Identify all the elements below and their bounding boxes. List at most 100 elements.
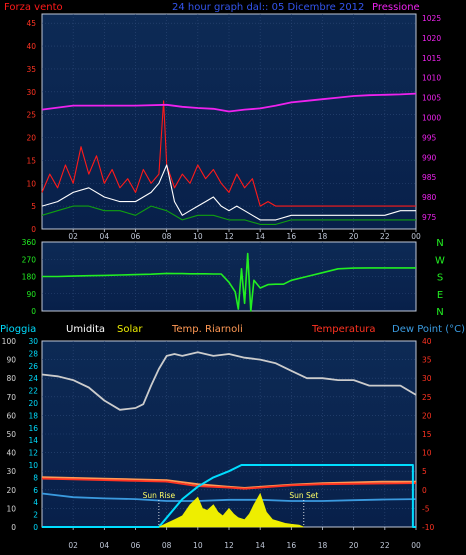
temperature-tick: -5: [422, 504, 430, 513]
x-tick-label: 18: [318, 541, 328, 550]
wind-speed-tick: 35: [26, 65, 36, 74]
wind-direction-grid: [42, 242, 416, 311]
humidity-tick: 30: [6, 467, 16, 476]
pressure-tick: 990: [422, 153, 437, 162]
rain-tick: 0: [33, 523, 38, 532]
rain-tick: 6: [33, 486, 38, 495]
wind-pressure-panel: [41, 13, 417, 230]
rain-tick: 26: [28, 362, 38, 371]
direction-tick: 360: [22, 238, 37, 247]
x-tick-label: 06: [131, 541, 141, 550]
rain-tick: 16: [28, 424, 38, 433]
series-line-0: [41, 100, 416, 207]
humidity-tick: 40: [6, 449, 16, 458]
wind-direction-series: [42, 252, 416, 312]
temperature-tick: 10: [422, 449, 432, 458]
x-tick-label: 22: [380, 541, 390, 550]
pressure-tick: 980: [422, 193, 437, 202]
wind-speed-tick: 45: [26, 19, 36, 28]
direction-tick: 180: [22, 273, 37, 282]
climate-time-axis: 02 04 06 08 10 12 14 16 18 20 22 00: [68, 527, 421, 550]
humidity-axis: 0 10 20 30 40 50 60 70 80 90 100: [2, 337, 17, 532]
wind-speed-tick: 10: [26, 179, 36, 188]
climate-series: [41, 351, 417, 528]
direction-tick: 270: [22, 255, 37, 264]
wind-pressure-series: [41, 92, 417, 225]
humidity-tick: 80: [6, 374, 16, 383]
rain-tick: 4: [33, 498, 38, 507]
compass-label: E: [437, 290, 443, 301]
sun-set-label: Sun Set: [289, 491, 318, 500]
legend-label: Temp. Riarnoli: [171, 324, 243, 335]
direction-tick: 0: [31, 307, 36, 316]
pressure-axis: 975 980 985 990 995 1000 1005 1010 1015 1020 1025: [422, 14, 441, 222]
pressure-tick: 1025: [422, 14, 441, 23]
pressure-tick: 985: [422, 173, 437, 182]
humidity-tick: 20: [6, 486, 16, 495]
compass-label: S: [437, 273, 443, 284]
x-tick-label: 18: [318, 232, 328, 241]
pressure-tick: 1015: [422, 54, 441, 63]
x-tick-label: 14: [255, 232, 265, 241]
sun-rise-label: Sun Rise: [143, 491, 176, 500]
pressure-tick: 1020: [422, 34, 441, 43]
pressure-tick: 1005: [422, 94, 441, 103]
x-tick-label: 02: [68, 541, 78, 550]
rain-tick: 30: [28, 337, 38, 346]
series-line-2: [41, 477, 417, 490]
wind-speed-tick: 0: [31, 225, 36, 234]
compass-label: W: [435, 255, 445, 266]
rain-tick: 24: [28, 374, 38, 383]
pressure-tick: 1000: [422, 114, 441, 123]
x-tick-label: 10: [193, 541, 203, 550]
wind-speed-axis: 0 5 10 15 20 25 30 35 40 45: [26, 19, 36, 234]
wind-speed-tick: 40: [26, 42, 36, 51]
x-tick-label: 00: [411, 232, 421, 241]
temperature-tick: 15: [422, 430, 432, 439]
rain-tick: 2: [33, 511, 38, 520]
wind-speed-tick: 15: [26, 156, 36, 165]
series-line-1: [41, 164, 416, 221]
wind-pressure-grid: [42, 14, 416, 229]
climate-legend: Pioggia Umidita Solar Temp. Riarnoli Tempera…: [0, 324, 465, 335]
direction-tick: 90: [26, 290, 36, 299]
rain-tick: 14: [28, 436, 38, 445]
temperature-tick: 25: [422, 393, 432, 402]
x-tick-label: 06: [131, 232, 141, 241]
x-tick-label: 04: [100, 232, 110, 241]
sun-annotations: Sun Rise Sun Set: [143, 491, 318, 527]
x-tick-label: 12: [224, 541, 234, 550]
rain-tick: 22: [28, 387, 38, 396]
pressure-tick: 1010: [422, 74, 441, 83]
solar-area: [158, 492, 304, 528]
x-tick-label: 16: [287, 541, 297, 550]
x-tick-label: 02: [68, 232, 78, 241]
series-line-3: [41, 92, 417, 113]
wind-speed-tick: 25: [26, 111, 36, 120]
temperature-tick: 0: [422, 486, 427, 495]
wind-speed-tick: 5: [31, 202, 36, 211]
x-tick-label: 08: [162, 232, 172, 241]
chart-title: 24 hour graph dal:: 05 Dicembre 2012: [172, 2, 364, 13]
temperature-tick: 5: [422, 467, 427, 476]
series-line-0: [41, 351, 417, 411]
legend-label: Pioggia: [0, 324, 36, 335]
humidity-tick: 90: [6, 356, 16, 365]
legend-label: Temperatura: [311, 324, 376, 335]
x-tick-label: 00: [411, 541, 421, 550]
x-tick-label: 20: [349, 541, 359, 550]
x-tick-label: 14: [255, 541, 265, 550]
legend-label: Solar: [117, 324, 143, 335]
temperature-tick: 40: [422, 337, 432, 346]
wind-speed-tick: 30: [26, 88, 36, 97]
humidity-tick: 60: [6, 411, 16, 420]
compass-label: N: [436, 307, 443, 318]
x-tick-label: 08: [162, 541, 172, 550]
temperature-tick: 20: [422, 411, 432, 420]
x-tick-label: 16: [287, 232, 297, 241]
temperature-tick: 35: [422, 356, 432, 365]
